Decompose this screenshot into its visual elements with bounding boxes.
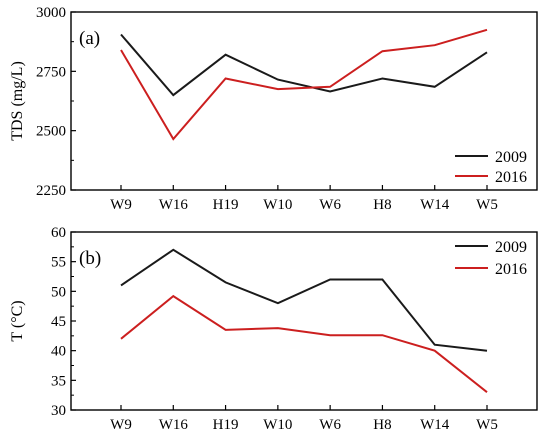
x-tick-label-w5: W5 (476, 417, 498, 433)
plot-frame-2 (70, 231, 538, 411)
x-tick-label-w14: W14 (420, 197, 450, 213)
x-tick-label-w10: W10 (263, 197, 292, 213)
series-line-2016 (120, 28, 488, 141)
y-tick-label: 45 (51, 314, 66, 330)
x-tick-label-w10: W10 (263, 417, 292, 433)
plot-frame-1 (70, 11, 538, 191)
panel-label: (b) (79, 248, 101, 269)
legend-label-2016: 2016 (495, 169, 527, 186)
series-line-2016 (120, 294, 488, 393)
y-tick-label: 60 (51, 225, 66, 241)
x-tick-label-w6: W6 (319, 417, 341, 433)
y-tick-label: 30 (51, 403, 66, 419)
panel-label: (a) (79, 28, 100, 49)
y-tick-label: 55 (51, 255, 66, 271)
x-tick-label-h19: H19 (213, 197, 239, 213)
x-tick-label-h19: H19 (213, 417, 239, 433)
series-line-2009 (120, 248, 488, 352)
x-tick-label-w5: W5 (476, 197, 498, 213)
y-tick-label: 3000 (36, 5, 66, 21)
y-tick-label: 2250 (36, 183, 66, 199)
series-line-2009 (120, 33, 488, 97)
x-tick-label-w16: W16 (159, 417, 189, 433)
y-tick-label: 2500 (36, 124, 66, 140)
x-tick-label-w6: W6 (319, 197, 341, 213)
x-tick-label-h8: H8 (373, 417, 391, 433)
y-tick-label: 35 (51, 373, 66, 389)
y-tick-label: 2750 (36, 64, 66, 80)
y-axis-title: TDS (mg/L) (9, 61, 26, 141)
x-tick-label-w9: W9 (110, 197, 132, 213)
y-tick-label: 40 (51, 344, 66, 360)
x-tick-label-w9: W9 (110, 417, 132, 433)
y-tick-label: 50 (51, 284, 66, 300)
legend-label-2009: 2009 (495, 239, 527, 256)
legend-label-2016: 2016 (495, 261, 527, 278)
x-tick-label-h8: H8 (373, 197, 391, 213)
x-tick-label-w14: W14 (420, 417, 450, 433)
legend-label-2009: 2009 (495, 149, 527, 166)
y-axis-title: T (°C) (9, 300, 26, 341)
x-tick-label-w16: W16 (159, 197, 189, 213)
